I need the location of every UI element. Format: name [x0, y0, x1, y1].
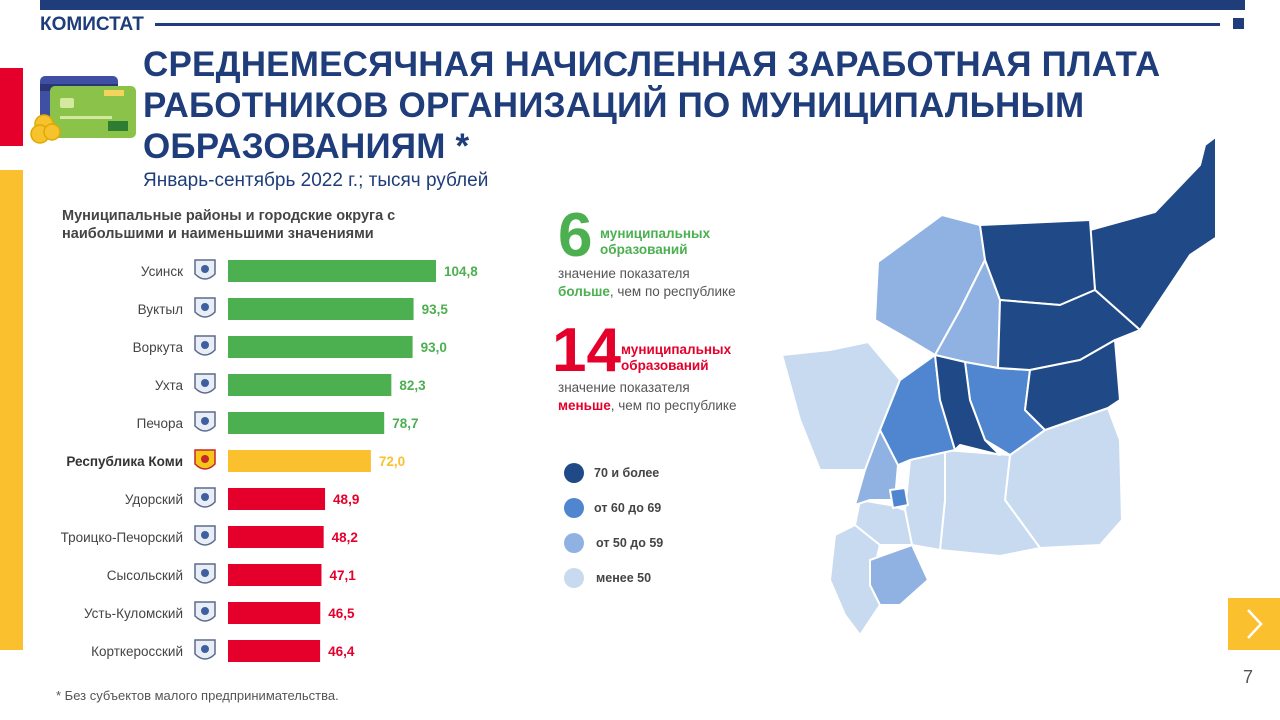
coat-of-arms-icon — [194, 525, 216, 546]
map-region-vorkuta — [1089, 136, 1215, 331]
bar-chart: Усинск 104,8 Вуктыл 93,5 Воркута 93,0 Ухта 82,3… — [0, 250, 520, 680]
map-region-inta — [979, 219, 1096, 306]
category-label: Усть-Куломский — [84, 606, 183, 621]
category-label: Республика Коми — [66, 454, 183, 469]
bar — [228, 450, 371, 472]
category-label: Троицко-Печорский — [61, 530, 183, 545]
accent-yellow-bar — [0, 170, 23, 650]
below-description-line1: значение показателя — [558, 380, 690, 395]
count-below-label: муниципальных образований — [621, 342, 732, 373]
below-description-line2: меньше, чем по республике — [558, 397, 778, 415]
bar — [228, 374, 392, 396]
legend-swatch — [564, 498, 584, 518]
above-description-line2: больше, чем по республике — [558, 283, 778, 301]
coat-of-arms-icon — [194, 411, 216, 432]
coat-of-arms-icon — [194, 259, 216, 280]
coat-of-arms-icon — [194, 487, 216, 508]
legend-item: от 50 до 59 — [564, 532, 663, 554]
bar — [228, 640, 321, 662]
legend-label: 70 и более — [594, 466, 660, 480]
category-label: Корткеросский — [91, 644, 183, 659]
bar — [228, 564, 322, 586]
category-label: Воркута — [133, 340, 184, 355]
legend-swatch — [564, 533, 584, 553]
legend-item: 70 и более — [564, 462, 663, 484]
legend-item: менее 50 — [564, 567, 663, 589]
value-label: 48,2 — [332, 530, 358, 545]
legend-swatch — [564, 463, 584, 483]
brand-name: КОМИСТАТ — [40, 14, 144, 35]
bar — [228, 488, 326, 510]
legend-label: от 60 до 69 — [594, 501, 662, 515]
bar — [228, 526, 324, 548]
header-rule-square — [1233, 18, 1244, 29]
chevron-right-icon — [1247, 609, 1263, 639]
count-above-label: муниципальных образований — [600, 226, 711, 257]
map-region-south — [869, 544, 929, 606]
coat-of-arms-icon — [194, 335, 216, 356]
value-label: 78,7 — [392, 416, 418, 431]
map-region-ukhta — [934, 354, 1001, 456]
payment-cards-icon — [30, 76, 136, 144]
above-description-line1: значение показателя — [558, 266, 690, 281]
bar — [228, 336, 413, 358]
legend-label: от 50 до 59 — [596, 536, 664, 550]
value-label: 46,4 — [328, 644, 355, 659]
komi-map — [781, 136, 1215, 636]
value-label: 72,0 — [379, 454, 405, 469]
value-label: 48,9 — [333, 492, 359, 507]
next-slide-button[interactable] — [1228, 598, 1280, 650]
below-emphasis: меньше — [558, 398, 611, 413]
below-rest: , чем по республике — [610, 398, 737, 413]
above-description: значение показателя больше, чем по респу… — [558, 265, 778, 301]
above-emphasis: больше — [558, 284, 610, 299]
bar — [228, 260, 436, 282]
legend-item: от 60 до 69 — [564, 497, 663, 519]
top-bar — [40, 0, 1245, 10]
category-label: Сысольский — [107, 568, 183, 583]
coat-of-arms-icon — [194, 563, 216, 584]
legend-swatch — [564, 568, 584, 588]
legend-label: менее 50 — [596, 571, 652, 585]
chart-title: Муниципальные районы и городские округа … — [62, 208, 396, 242]
category-label: Ухта — [155, 378, 184, 393]
value-label: 46,5 — [328, 606, 355, 621]
category-label: Удорский — [125, 492, 183, 507]
coat-of-arms-icon — [194, 449, 216, 470]
page-title: СРЕДНЕМЕСЯЧНАЯ НАЧИСЛЕННАЯ ЗАРАБОТНАЯ ПЛ… — [143, 45, 1161, 166]
category-label: Усинск — [141, 264, 183, 279]
above-rest: , чем по республике — [609, 284, 736, 299]
bar-chart-svg: Усинск 104,8 Вуктыл 93,5 Воркута 93,0 Ухта 82,3… — [61, 259, 478, 662]
value-label: 93,5 — [422, 302, 449, 317]
bar — [228, 298, 414, 320]
bar — [228, 602, 321, 624]
page-subtitle: Январь-сентябрь 2022 г.; тысяч рублей — [143, 170, 489, 191]
count-below: 14 — [552, 316, 621, 385]
page-number: 7 — [1243, 667, 1254, 687]
coat-of-arms-icon — [194, 601, 216, 622]
coat-of-arms-icon — [194, 297, 216, 318]
coat-of-arms-icon — [194, 373, 216, 394]
map-region-center-small — [889, 487, 909, 509]
category-label: Вуктыл — [138, 302, 183, 317]
below-description: значение показателя меньше, чем по респу… — [558, 379, 778, 415]
coat-of-arms-icon — [194, 639, 216, 660]
value-label: 104,8 — [444, 264, 478, 279]
map-legend: 70 и более от 60 до 69 от 50 до 59 менее… — [564, 462, 663, 589]
map-region-vuktyl — [1024, 339, 1121, 431]
footnote: * Без субъектов малого предпринимательст… — [56, 688, 339, 703]
value-label: 93,0 — [421, 340, 447, 355]
value-label: 82,3 — [399, 378, 426, 393]
category-label: Печора — [137, 416, 184, 431]
count-above: 6 — [558, 201, 593, 270]
value-label: 47,1 — [329, 568, 356, 583]
header-rule — [155, 23, 1220, 26]
accent-red-bar — [0, 68, 23, 146]
bar — [228, 412, 385, 434]
